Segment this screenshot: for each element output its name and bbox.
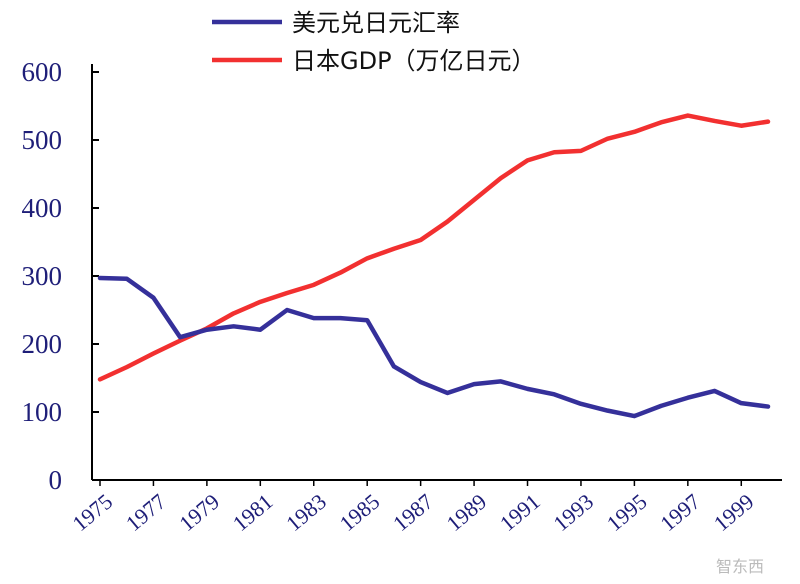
x-tick-label: 1981 [228, 489, 278, 536]
x-tick-label: 1993 [548, 489, 598, 536]
watermark: 智东西 [716, 557, 764, 576]
y-tick-label: 600 [22, 57, 63, 87]
x-tick-label: 1995 [602, 489, 652, 536]
series-group [97, 113, 771, 419]
series-line-0 [97, 275, 771, 419]
y-tick-label: 200 [22, 329, 63, 359]
x-tick-label: 1975 [67, 489, 117, 536]
x-tick-label: 1989 [442, 489, 492, 536]
x-tick-label: 1985 [335, 489, 385, 536]
x-tick-label: 1983 [281, 489, 331, 536]
x-tick-label: 1997 [655, 489, 705, 536]
y-tick-label: 100 [22, 397, 63, 427]
x-tick-label: 1991 [495, 489, 545, 536]
y-tick-label: 500 [22, 125, 63, 155]
y-tick-label: 0 [49, 465, 63, 495]
x-tick-label: 1979 [174, 489, 224, 536]
y-tick-label: 300 [22, 261, 63, 291]
y-tick-label: 400 [22, 193, 63, 223]
x-tick-label: 1977 [121, 489, 171, 536]
legend-label-0: 美元兑日元汇率 [292, 9, 460, 37]
legend-label-1: 日本GDP（万亿日元） [292, 47, 536, 75]
series-line-1 [97, 113, 771, 382]
x-tick-label: 1987 [388, 489, 438, 536]
x-tick-label: 1999 [709, 489, 759, 536]
